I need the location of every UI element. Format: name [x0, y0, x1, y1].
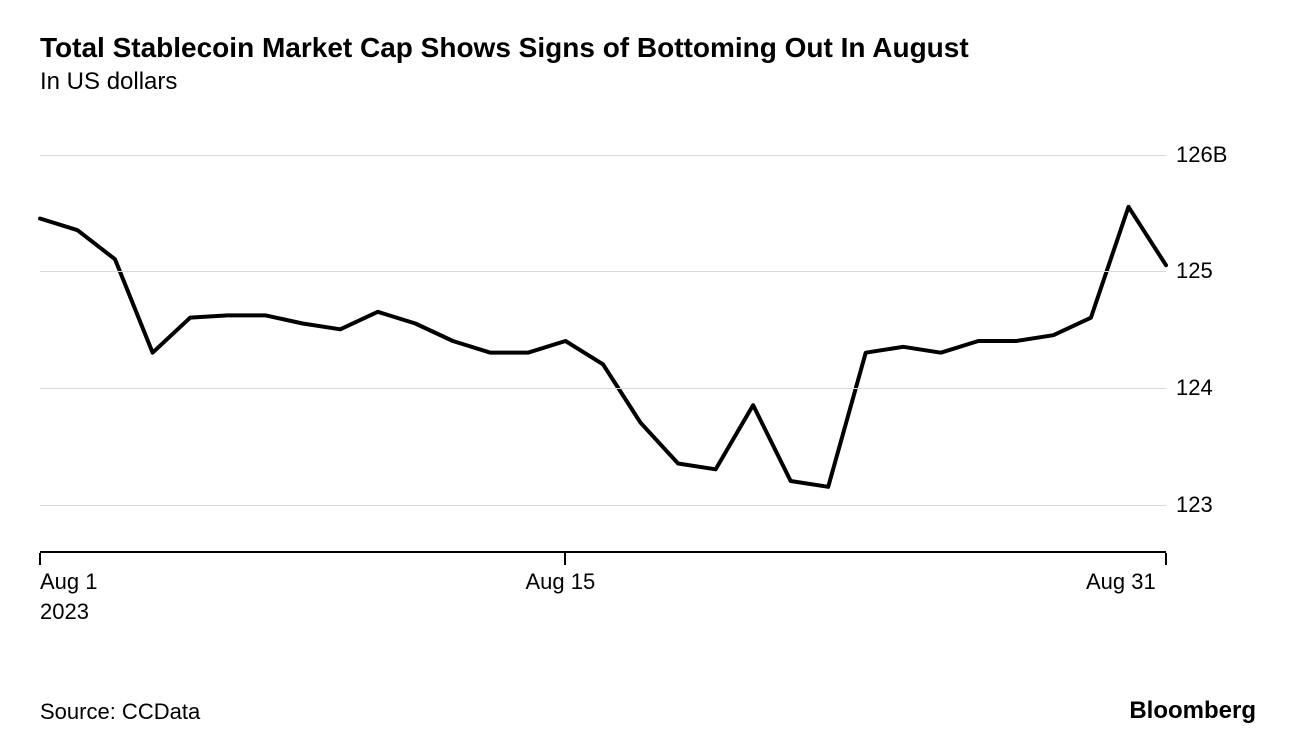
y-axis-label: 125 — [1176, 258, 1246, 284]
gridline — [40, 155, 1166, 156]
gridline — [40, 505, 1166, 506]
plot-area: 123124125126BAug 12023Aug 15Aug 31 — [40, 131, 1166, 551]
chart-area: 123 124 125 126B Aug 1 2023 Aug 15 Aug 31 — [40, 131, 1256, 631]
line-series — [40, 131, 1166, 551]
gridline — [40, 271, 1166, 272]
x-axis-tick — [39, 553, 41, 565]
x-axis-tick — [564, 553, 566, 565]
source-label: Source: CCData — [40, 699, 200, 725]
data-line — [40, 207, 1166, 487]
chart-footer: Source: CCData Bloomberg — [40, 697, 1256, 725]
y-axis-label: 124 — [1176, 375, 1246, 401]
chart-subtitle: In US dollars — [40, 68, 1256, 96]
x-axis-label: Aug 15 — [525, 569, 595, 595]
y-axis-label: 123 — [1176, 492, 1246, 518]
gridline — [40, 388, 1166, 389]
chart-title: Total Stablecoin Market Cap Shows Signs … — [40, 30, 1256, 66]
x-axis-label: Aug 31 — [1086, 569, 1156, 595]
x-axis-year-label: 2023 — [40, 599, 89, 625]
x-axis-label: Aug 1 — [40, 569, 98, 595]
brand-label: Bloomberg — [1129, 697, 1256, 725]
y-axis-label: 126B — [1176, 142, 1246, 168]
x-axis-tick — [1165, 553, 1167, 565]
x-axis-baseline — [40, 551, 1166, 553]
